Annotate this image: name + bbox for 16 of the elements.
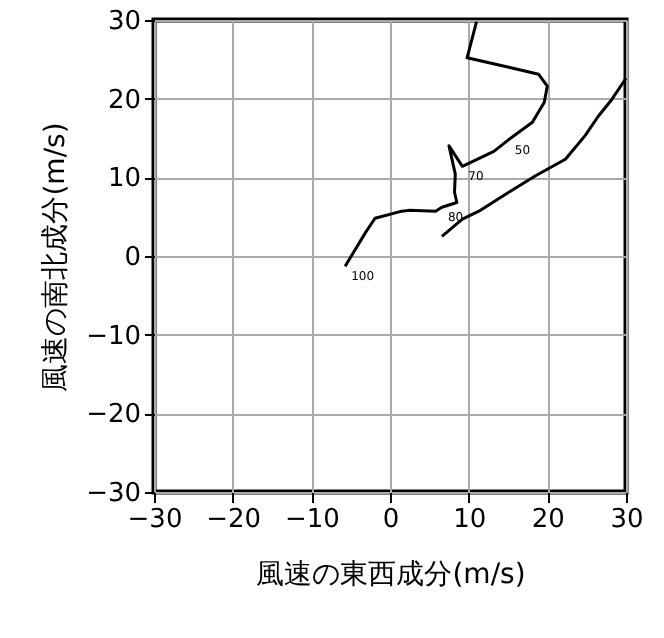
y-tick-label: −10	[86, 321, 141, 352]
x-tick-label: 0	[382, 505, 400, 535]
x-tick-label: −10	[284, 505, 340, 535]
x-tick-label: 20	[531, 505, 565, 535]
y-tick-label: 0	[124, 243, 141, 273]
y-tick-label: 10	[107, 164, 141, 195]
x-tick-label: 30	[610, 505, 644, 535]
x-axis-title: 風速の東西成分(m/s)	[256, 559, 526, 591]
y-tick-label: 30	[107, 7, 141, 37]
y-axis-title: 風速の南北成分(m/s)	[40, 122, 73, 392]
x-tick-label: −30	[127, 505, 183, 535]
y-tick-label: −30	[86, 479, 141, 509]
x-tick-label: −20	[206, 505, 262, 535]
y-tick-label: −20	[86, 400, 141, 431]
x-tick-label: 10	[453, 505, 487, 535]
y-tick-label: 20	[107, 85, 141, 116]
